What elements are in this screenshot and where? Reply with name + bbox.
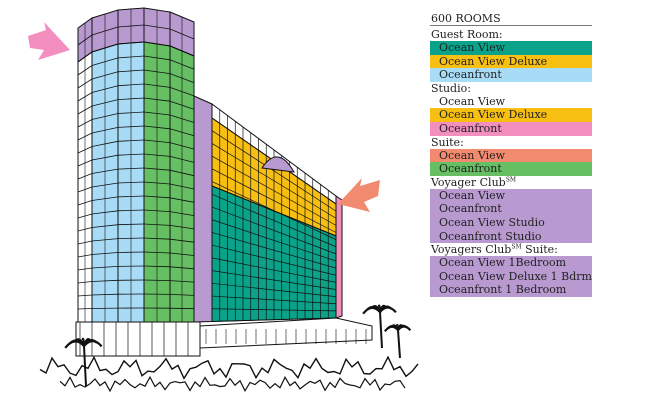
palm-trees-and-shrubs	[39, 304, 419, 393]
legend-group-label: Guest Room:	[430, 28, 592, 41]
palm-frond	[83, 339, 103, 348]
legend-item: Ocean View Deluxe	[430, 54, 592, 69]
legend-item: Oceanfront	[430, 121, 592, 136]
palm-tree-icon	[362, 304, 397, 349]
legend-item: Ocean View Studio	[430, 215, 592, 230]
legend-group-name: Voyagers Club	[431, 243, 512, 257]
palm-frond	[397, 325, 412, 332]
legend-group-name: Voyager Club	[431, 175, 506, 189]
legend-item: Ocean View	[430, 41, 592, 55]
legend-item: Oceanfront	[430, 202, 592, 216]
service-mark: SM	[505, 176, 516, 184]
palm-trunk	[83, 345, 87, 387]
legend-item: Oceanfront Studio	[430, 229, 592, 244]
pointer-arrows	[28, 22, 380, 212]
legend-group-label: Studio:	[430, 82, 592, 95]
legend-group-name: Guest Room:	[431, 28, 503, 41]
legend-item: Oceanfront 1 Bedroom	[430, 283, 592, 297]
palm-trunk	[379, 311, 383, 349]
legend-group-suffix: Suite:	[521, 243, 558, 257]
palm-trunk	[397, 329, 401, 359]
shrub-outline	[59, 375, 406, 393]
legend-group-name: Suite:	[431, 135, 464, 149]
palm-tree-icon	[64, 337, 103, 387]
legend-group-name: Studio:	[431, 81, 471, 95]
legend-groups: Guest Room: Ocean View Ocean View Deluxe Oc…	[430, 28, 592, 297]
legend-item: Oceanfront	[430, 68, 592, 82]
wing-end-column	[335, 195, 343, 319]
room-type-legend: 600 ROOMS Guest Room: Ocean View Ocean Vie…	[430, 12, 592, 297]
arrow-left-icon	[28, 22, 70, 60]
legend-item: Oceanfront	[430, 162, 592, 176]
building-facade	[75, 7, 373, 357]
legend-item: Ocean View Deluxe	[430, 108, 592, 122]
legend-group-label: Voyagers ClubSM Suite:	[430, 243, 592, 256]
legend-item: Ocean View	[430, 188, 592, 203]
service-mark: SM	[511, 243, 522, 251]
legend-item: Ocean View Deluxe 1 Bdrm	[430, 269, 592, 284]
hotel-building-illustration	[28, 7, 419, 393]
legend-group-label: Voyager ClubSM	[430, 176, 592, 189]
roof-dome	[261, 156, 295, 173]
palm-frond	[379, 306, 397, 314]
legend-item: Ocean View	[430, 148, 592, 163]
legend-title: 600 ROOMS	[430, 12, 592, 26]
shrub-outline	[39, 355, 419, 380]
palm-tree-icon	[383, 323, 412, 359]
legend-group-label: Suite:	[430, 136, 592, 149]
legend-item: Ocean View	[430, 94, 592, 109]
legend-item: Ocean View 1Bedroom	[430, 256, 592, 270]
arrow-right-icon	[338, 178, 380, 212]
tower-podium	[75, 321, 201, 357]
wing-corner-column	[193, 95, 213, 323]
